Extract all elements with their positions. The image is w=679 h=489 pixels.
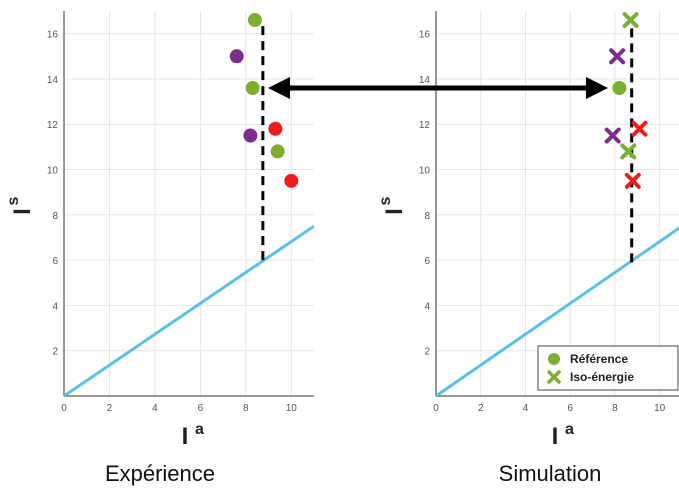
y-axis-label: I [9,208,36,215]
y-tick-label: 12 [47,120,59,131]
data-point-purple [243,128,258,143]
data-point-green [247,13,262,28]
x-tick-label: 6 [198,403,204,414]
y-tick-label: 14 [419,75,431,86]
y-tick-label: 16 [47,30,59,41]
legend: Référence Iso-énergie [537,345,679,391]
data-point-green [620,143,637,160]
diagonal-line [64,224,314,396]
y-tick-label: 4 [52,301,58,312]
y-tick-label: 12 [419,120,431,131]
x-tick-label: 8 [243,403,249,414]
x-tick-label: 4 [152,403,158,414]
arrow-head-right [586,77,608,99]
reference-point [612,81,627,95]
x-tick-label: 2 [107,403,113,414]
y-tick-label: 8 [424,211,430,222]
y-tick-label: 14 [47,75,59,86]
y-tick-label: 2 [52,347,58,358]
data-point-red [284,173,299,188]
x-tick-label: 8 [612,403,618,414]
data-point-green [622,12,639,29]
legend-label-iso-energie: Iso-énergie [570,370,634,384]
data-point-red-stroke [624,172,641,189]
data-point-purple-stroke [604,127,621,144]
data-point-green-stroke [622,12,639,29]
comparison-arrow [268,77,608,99]
x-tick-label: 4 [523,403,529,414]
y-tick-label: 10 [47,166,59,177]
data-point-green [270,144,285,159]
experience-caption: Expérience [105,461,215,486]
data-point-green [245,81,260,95]
y-tick-label: 16 [419,30,431,41]
x-tick-label: 0 [61,403,67,414]
legend-box [537,345,679,391]
x-axis-label-superscript: a [195,421,204,438]
y-tick-label: 6 [424,256,430,267]
y-tick-label: 10 [419,166,431,177]
x-axis-label-superscript: a [565,421,574,438]
legend-marker-x [547,370,561,384]
data-point-green-stroke [620,143,637,160]
y-tick-label: 8 [52,211,58,222]
arrow-head-left [268,77,290,99]
data-point-red [631,120,648,137]
data-point-red [268,121,283,136]
x-axis-label: I [182,423,189,450]
x-axis-label: I [552,423,559,450]
data-point-red [624,172,641,189]
y-axis-label-superscript: s [377,197,394,206]
x-tick-label: 10 [654,403,666,414]
data-point-purple-stroke [609,48,626,65]
data-point-purple [609,48,626,65]
y-axis-label: I [381,208,408,215]
data-point-purple [604,127,621,144]
data-point-red-stroke [631,120,648,137]
x-tick-label: 0 [433,403,439,414]
y-tick-label: 4 [424,301,430,312]
simulation-caption: Simulation [499,461,602,486]
data-point-purple [229,49,244,64]
x-tick-label: 2 [478,403,484,414]
y-axis-label-superscript: s [5,197,22,206]
y-tick-label: 2 [424,347,430,358]
y-tick-label: 6 [52,256,58,267]
diagonal-line [436,226,679,396]
x-tick-label: 10 [286,403,298,414]
legend-label-reference: Référence [570,352,628,366]
legend-marker-circle [548,353,560,365]
x-tick-label: 6 [567,403,573,414]
